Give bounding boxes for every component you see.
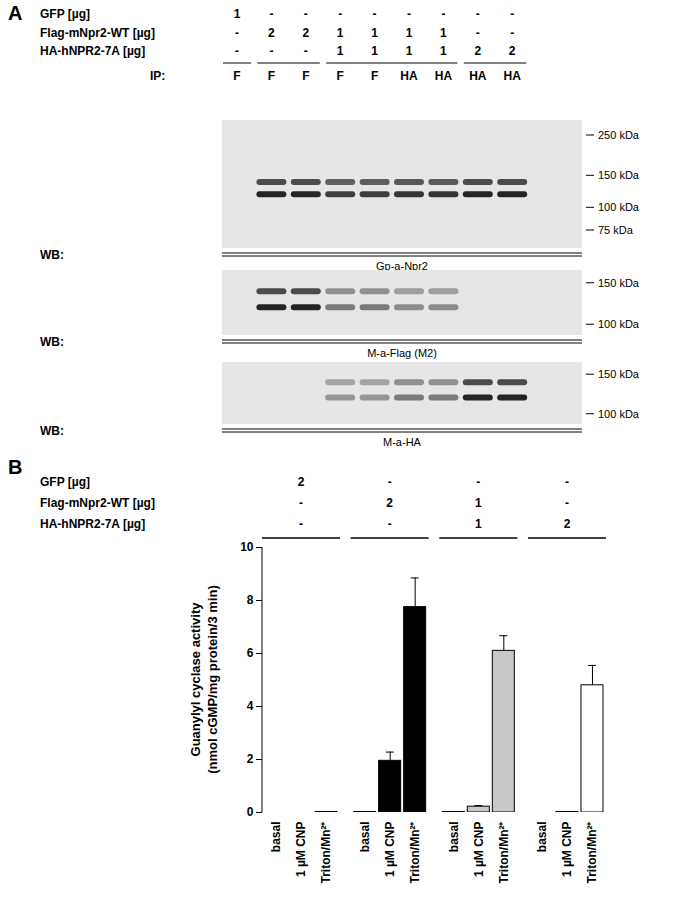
svg-text:-: - (565, 496, 569, 510)
svg-text:HA-hNPR2-7A [µg]: HA-hNPR2-7A [µg] (40, 517, 145, 531)
svg-text:-: - (338, 7, 342, 21)
svg-text:4: 4 (247, 699, 254, 713)
svg-text:Gp-a-Npr2: Gp-a-Npr2 (376, 260, 428, 272)
svg-text:-: - (565, 475, 569, 489)
svg-text:HA: HA (400, 69, 418, 83)
svg-text:100 kDa: 100 kDa (598, 201, 640, 213)
svg-text:100 kDa: 100 kDa (598, 318, 640, 330)
svg-text:-: - (235, 26, 239, 40)
svg-text:-: - (304, 7, 308, 21)
svg-text:WB:: WB: (40, 335, 64, 349)
svg-text:WB:: WB: (40, 424, 64, 438)
svg-text:1 µM CNP: 1 µM CNP (383, 822, 397, 878)
svg-text:1: 1 (475, 496, 482, 510)
svg-text:HA: HA (435, 69, 453, 83)
svg-text:HA: HA (469, 69, 487, 83)
svg-text:Triton/Mn²⁺: Triton/Mn²⁺ (408, 822, 422, 884)
svg-text:basal: basal (358, 822, 372, 853)
svg-text:-: - (304, 44, 308, 58)
svg-text:Triton/Mn²⁺: Triton/Mn²⁺ (585, 822, 599, 884)
svg-text:1 µM CNP: 1 µM CNP (294, 822, 308, 878)
svg-text:6: 6 (247, 646, 254, 660)
svg-text:1: 1 (337, 44, 344, 58)
svg-text:HA-hNPR2-7A [µg]: HA-hNPR2-7A [µg] (40, 44, 145, 58)
svg-text:-: - (407, 7, 411, 21)
svg-text:10: 10 (240, 540, 254, 554)
svg-text:1: 1 (371, 26, 378, 40)
svg-text:1: 1 (406, 44, 413, 58)
svg-text:IP:: IP: (150, 69, 165, 83)
svg-text:250 kDa: 250 kDa (598, 129, 640, 141)
svg-text:F: F (371, 69, 378, 83)
svg-text:1: 1 (475, 517, 482, 531)
svg-text:-: - (388, 517, 392, 531)
svg-text:basal: basal (447, 822, 461, 853)
svg-text:2: 2 (268, 26, 275, 40)
svg-text:2: 2 (247, 752, 254, 766)
svg-text:75 kDa: 75 kDa (598, 224, 634, 236)
svg-text:B: B (8, 456, 22, 478)
svg-text:1: 1 (406, 26, 413, 40)
svg-text:A: A (8, 2, 22, 24)
svg-text:-: - (476, 7, 480, 21)
svg-text:Flag-mNpr2-WT [µg]: Flag-mNpr2-WT [µg] (40, 496, 155, 510)
svg-text:2: 2 (386, 496, 393, 510)
svg-text:HA: HA (504, 69, 522, 83)
svg-text:F: F (233, 69, 240, 83)
svg-text:M-a-Flag (M2): M-a-Flag (M2) (367, 347, 437, 359)
svg-text:-: - (235, 44, 239, 58)
svg-text:-: - (388, 475, 392, 489)
svg-text:2: 2 (564, 517, 571, 531)
svg-text:1: 1 (440, 44, 447, 58)
svg-text:1: 1 (440, 26, 447, 40)
svg-text:150 kDa: 150 kDa (598, 277, 640, 289)
svg-text:150 kDa: 150 kDa (598, 169, 640, 181)
svg-text:Triton/Mn²⁺: Triton/Mn²⁺ (319, 822, 333, 884)
svg-text:-: - (269, 44, 273, 58)
svg-text:1 µM CNP: 1 µM CNP (560, 822, 574, 878)
svg-text:WB:: WB: (40, 248, 64, 262)
svg-text:Guanylyl cyclase activity(nmol: Guanylyl cyclase activity(nmol cGMP/mg p… (188, 585, 220, 774)
svg-text:-: - (299, 496, 303, 510)
svg-text:2: 2 (298, 475, 305, 489)
svg-text:-: - (510, 26, 514, 40)
svg-text:1: 1 (337, 26, 344, 40)
svg-text:-: - (476, 26, 480, 40)
svg-text:M-a-HA: M-a-HA (383, 436, 422, 448)
svg-text:8: 8 (247, 593, 254, 607)
svg-text:1 µM CNP: 1 µM CNP (472, 822, 486, 878)
svg-text:2: 2 (302, 26, 309, 40)
svg-text:Flag-mNpr2-WT [µg]: Flag-mNpr2-WT [µg] (40, 26, 155, 40)
svg-text:GFP [µg]: GFP [µg] (40, 475, 90, 489)
svg-text:2: 2 (474, 44, 481, 58)
svg-text:-: - (476, 475, 480, 489)
svg-text:F: F (337, 69, 344, 83)
svg-text:1: 1 (234, 7, 241, 21)
svg-text:0: 0 (247, 805, 254, 819)
svg-text:Triton/Mn²⁺: Triton/Mn²⁺ (497, 822, 511, 884)
svg-text:2: 2 (509, 44, 516, 58)
svg-text:basal: basal (269, 822, 283, 853)
svg-text:-: - (510, 7, 514, 21)
svg-text:F: F (302, 69, 309, 83)
svg-text:F: F (268, 69, 275, 83)
svg-text:-: - (269, 7, 273, 21)
svg-text:-: - (373, 7, 377, 21)
svg-text:GFP [µg]: GFP [µg] (40, 7, 90, 21)
svg-text:basal: basal (535, 822, 549, 853)
svg-text:100 kDa: 100 kDa (598, 408, 640, 420)
svg-text:1: 1 (371, 44, 378, 58)
svg-text:-: - (441, 7, 445, 21)
svg-text:150 kDa: 150 kDa (598, 368, 640, 380)
svg-text:-: - (299, 517, 303, 531)
